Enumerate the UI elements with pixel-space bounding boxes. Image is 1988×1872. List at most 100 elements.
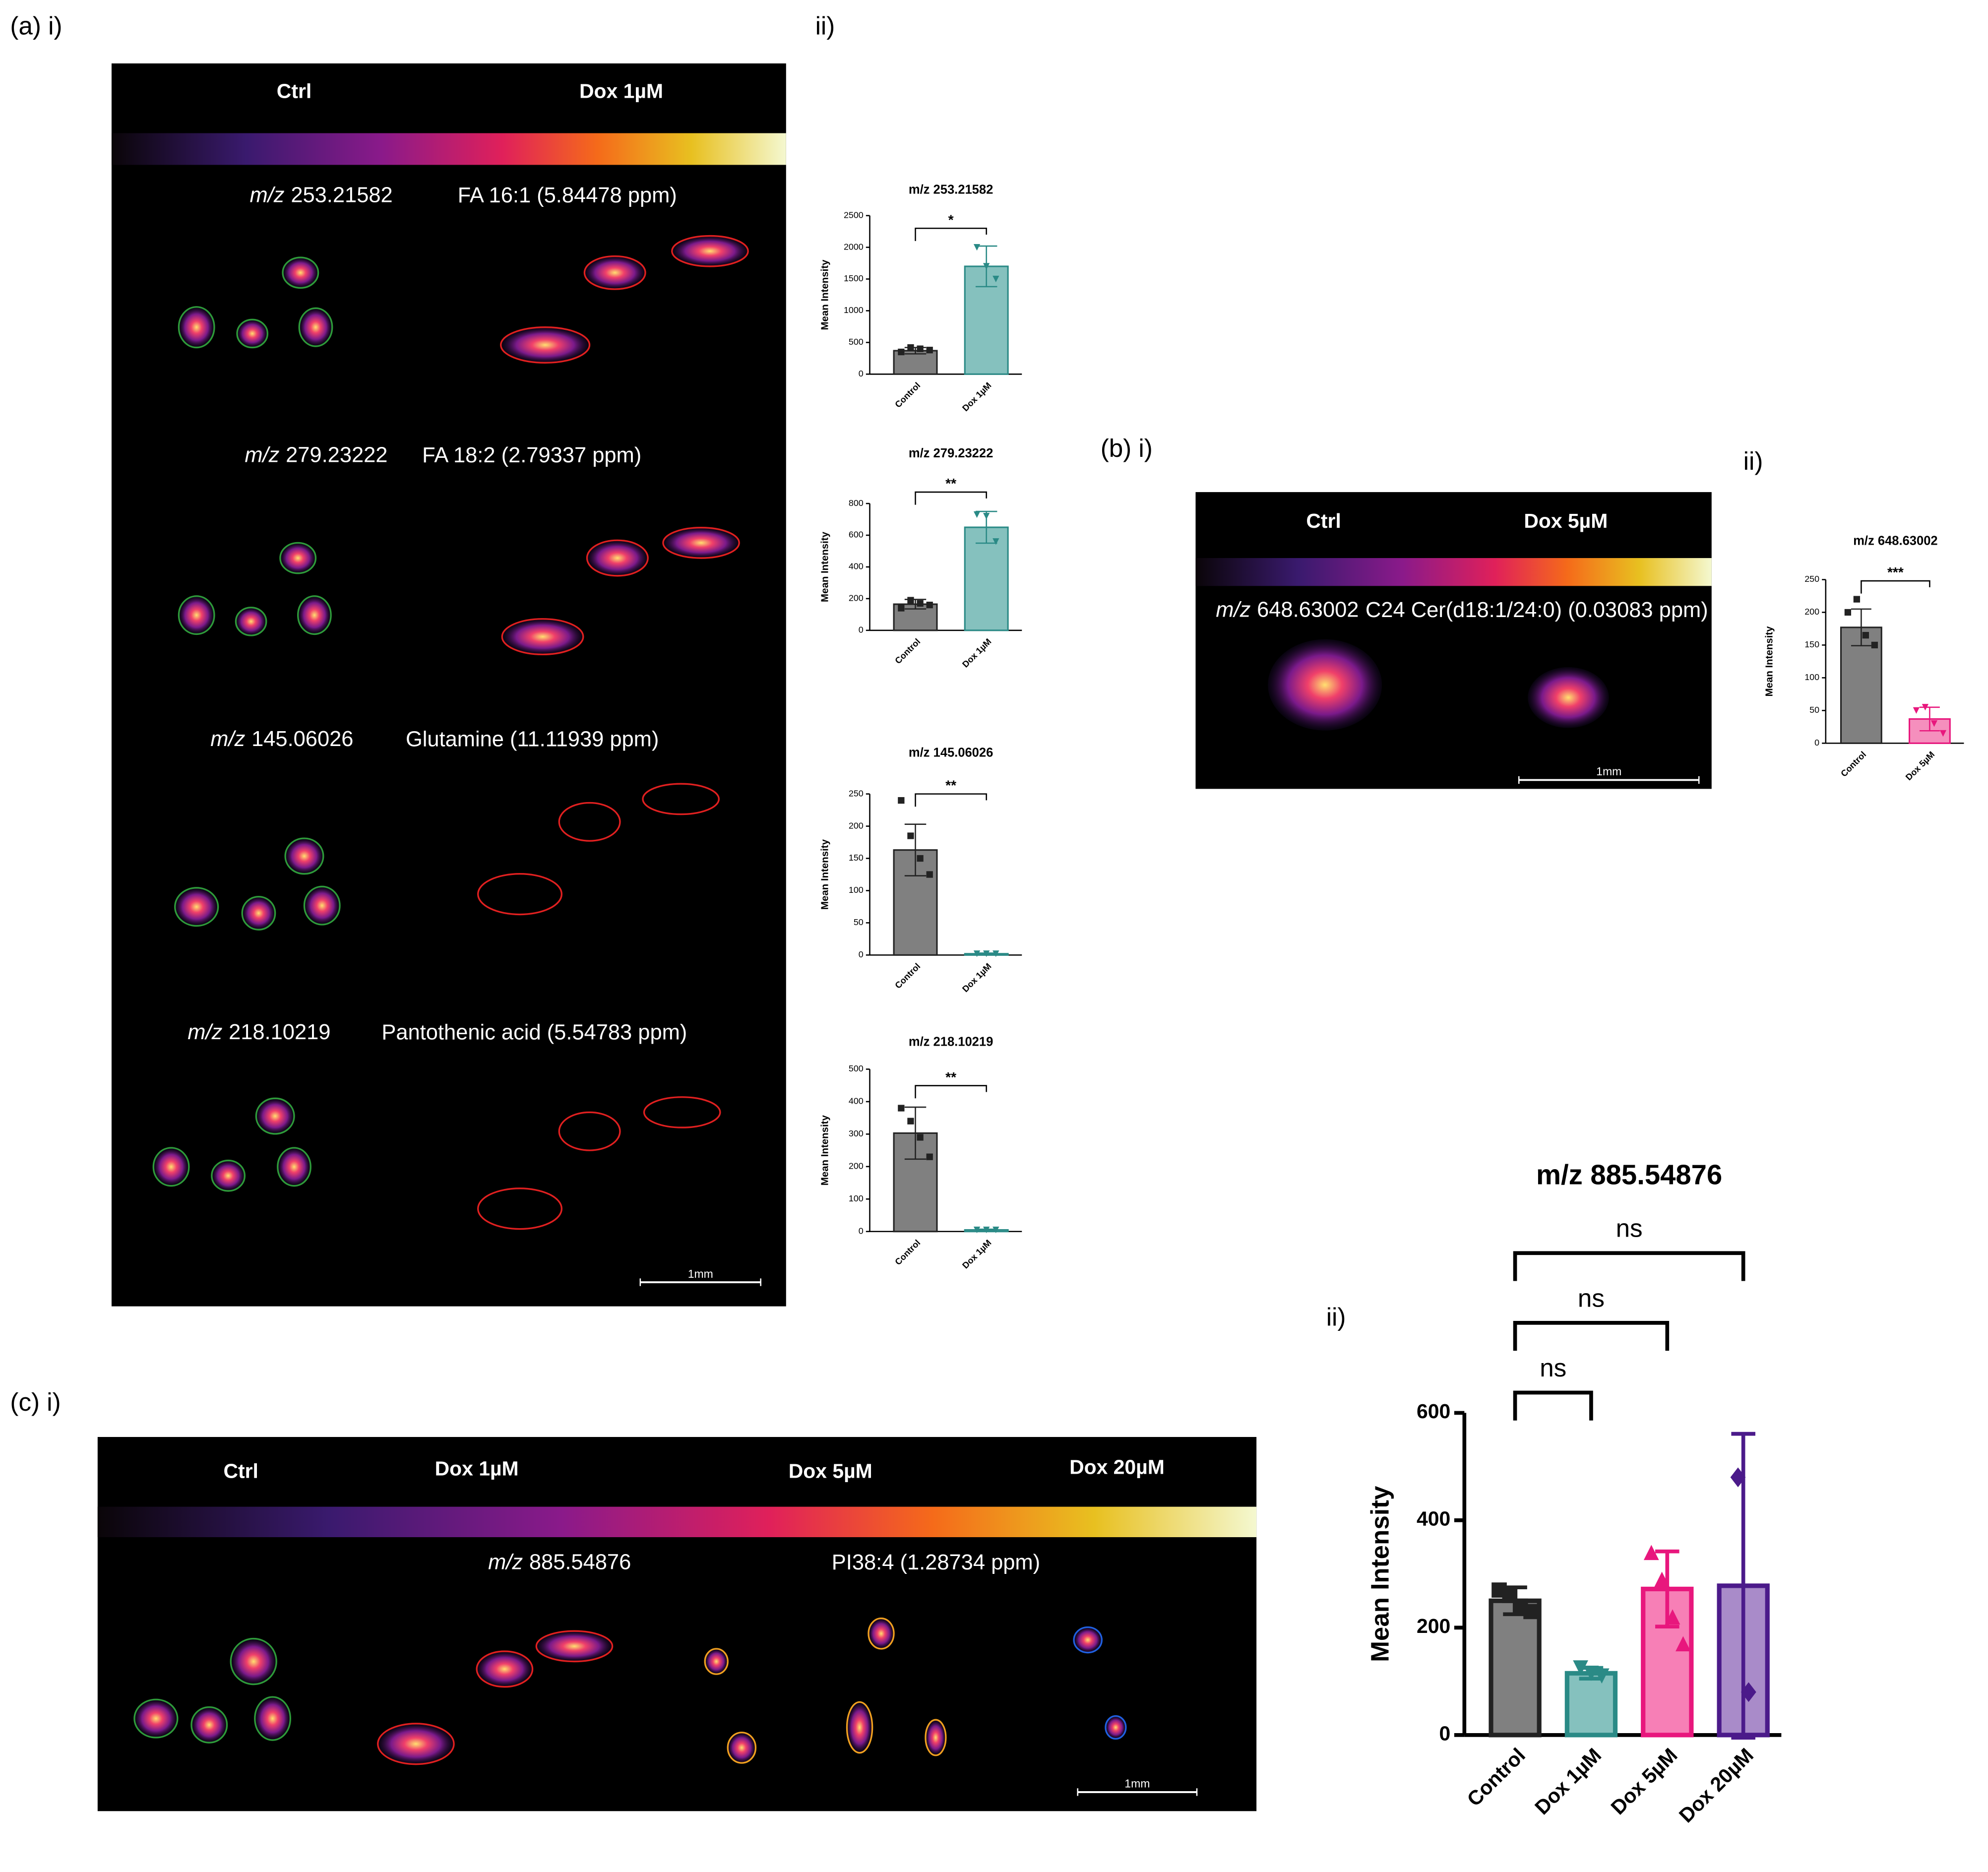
chart-title: m/z 145.06026 xyxy=(909,746,993,760)
tissue-region xyxy=(476,1650,534,1688)
data-point xyxy=(1922,704,1929,711)
bar xyxy=(1489,1598,1542,1738)
bar xyxy=(964,526,1009,631)
tissue-region xyxy=(190,1706,228,1744)
condition-label: Dox 5µM xyxy=(789,1459,872,1482)
tissue-region xyxy=(235,607,267,636)
data-point xyxy=(917,855,924,862)
y-tick-label: 0 xyxy=(1814,738,1819,748)
data-point xyxy=(983,950,990,957)
mz-value: 253.21582 xyxy=(291,184,392,207)
image-panel xyxy=(111,63,786,1307)
x-tick-label: Dox 1µM xyxy=(960,1238,993,1270)
data-point xyxy=(983,1226,990,1234)
mz-value: 885.54876 xyxy=(529,1551,631,1574)
tissue-region xyxy=(174,887,219,927)
panel-label: (b) i) xyxy=(1101,434,1153,462)
x-tick-label: Dox 20µM xyxy=(1675,1744,1758,1827)
ion-annotation: FA 16:1 (5.84478 ppm) xyxy=(458,184,677,207)
tissue-region xyxy=(133,1698,179,1739)
tissue-region xyxy=(282,256,319,289)
ion-label: m/z 145.06026 xyxy=(210,728,353,751)
panel-label: ii) xyxy=(815,12,835,40)
y-axis-label: Mean Intensity xyxy=(819,839,830,910)
y-tick-label: 250 xyxy=(849,788,864,798)
tissue-region xyxy=(925,1719,947,1756)
data-point xyxy=(973,1226,981,1234)
data-point xyxy=(1643,1545,1659,1560)
data-point xyxy=(1862,632,1869,639)
ion-annotation: Pantothenic acid (5.54783 ppm) xyxy=(381,1020,687,1044)
colorbar xyxy=(1195,558,1712,586)
data-point xyxy=(907,832,914,839)
y-tick-label: 250 xyxy=(1804,574,1819,584)
significance-label: ns xyxy=(1578,1284,1605,1312)
data-point xyxy=(898,1105,905,1112)
ion-label: m/z 253.21582 xyxy=(250,184,393,207)
tissue-region xyxy=(727,1732,757,1764)
data-point xyxy=(907,597,914,604)
ion-label: m/z 885.54876 xyxy=(488,1551,631,1574)
data-point xyxy=(973,244,981,251)
scale-bar-label: 1mm xyxy=(1124,1777,1150,1790)
tissue-region xyxy=(297,595,332,635)
y-tick-label: 400 xyxy=(1417,1507,1450,1530)
panel-label: ii) xyxy=(1326,1303,1346,1331)
tissue-region xyxy=(558,1111,621,1151)
y-tick-label: 100 xyxy=(849,1193,864,1203)
ion-annotation: PI38:4 (1.28734 ppm) xyxy=(832,1551,1040,1574)
tissue-region xyxy=(284,837,324,875)
x-tick-label: Dox 1µM xyxy=(1530,1744,1606,1819)
significance-label: ** xyxy=(945,476,956,491)
tissue-region xyxy=(152,1147,190,1187)
tissue-region xyxy=(1268,639,1382,731)
x-tick-label: Control xyxy=(893,961,922,991)
mz-prefix: m/z xyxy=(250,184,285,207)
significance-bracket xyxy=(915,1085,987,1099)
y-tick-label: 0 xyxy=(859,625,864,635)
x-tick-label: Control xyxy=(1463,1744,1530,1810)
data-point xyxy=(926,871,933,878)
mz-prefix: m/z xyxy=(210,728,245,751)
y-axis-label: Mean Intensity xyxy=(819,259,830,330)
y-tick-label: 200 xyxy=(1804,607,1819,617)
data-point xyxy=(1573,1660,1588,1676)
data-point xyxy=(1871,641,1878,649)
data-point xyxy=(1844,609,1852,616)
data-point xyxy=(907,1118,914,1124)
tissue-region xyxy=(662,527,740,559)
significance-bracket xyxy=(915,491,987,505)
tissue-region xyxy=(230,1637,277,1685)
data-point xyxy=(1676,1636,1691,1652)
panel-label: (a) i) xyxy=(10,12,62,40)
mz-prefix: m/z xyxy=(187,1020,222,1044)
x-tick-label: Dox 5µM xyxy=(1607,1744,1682,1819)
tissue-region xyxy=(846,1701,873,1754)
y-tick-label: 50 xyxy=(1809,705,1819,715)
tissue-region xyxy=(298,307,333,347)
tissue-region xyxy=(241,896,276,931)
y-tick-label: 150 xyxy=(1804,639,1819,649)
data-point xyxy=(993,538,999,545)
y-tick-label: 600 xyxy=(1417,1400,1450,1423)
data-point xyxy=(973,950,981,957)
y-tick-label: 400 xyxy=(849,562,864,571)
tissue-region xyxy=(671,235,749,267)
ion-label: m/z 648.63002 xyxy=(1216,598,1359,622)
condition-label: Ctrl xyxy=(277,79,311,102)
data-point xyxy=(983,263,990,270)
tissue-region xyxy=(643,1096,721,1128)
x-tick-label: Dox 1µM xyxy=(960,636,993,669)
y-tick-label: 200 xyxy=(849,820,864,830)
significance-bracket xyxy=(915,793,987,807)
data-point xyxy=(1939,730,1947,737)
tissue-region xyxy=(477,873,563,916)
tissue-region xyxy=(255,1097,295,1135)
data-point xyxy=(1665,1609,1680,1625)
data-point xyxy=(1853,596,1861,603)
data-point xyxy=(926,601,933,609)
y-axis-label: Mean Intensity xyxy=(819,531,830,602)
tissue-region xyxy=(500,326,591,364)
mz-value: 648.63002 xyxy=(1257,598,1359,622)
